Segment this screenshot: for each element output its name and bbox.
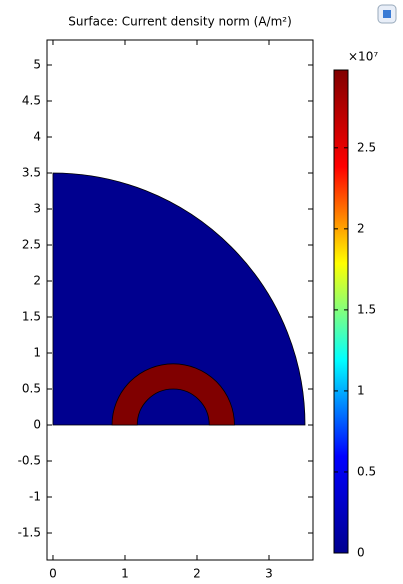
y-tick-label: 3.5 (22, 165, 41, 179)
colorbar-multiplier: ×10⁷ (348, 50, 378, 64)
y-tick-label: -1.5 (18, 525, 41, 539)
y-tick-label: -0.5 (18, 453, 41, 467)
domain (111, 363, 235, 426)
plot-frame (46, 39, 314, 561)
x-tick-label: 0 (49, 567, 57, 581)
colorbar-tick-label: 0.5 (357, 464, 376, 478)
colorbar-tick-label: 0 (357, 546, 365, 560)
y-tick-label: 2 (33, 273, 41, 287)
y-tick-label: 1.5 (22, 309, 41, 323)
colorbar-tick-label: 1 (357, 383, 365, 397)
colorbar-tick-label: 2 (357, 221, 365, 235)
y-tick-label: 0.5 (22, 381, 41, 395)
y-tick-label: 4.5 (22, 93, 41, 107)
colorbar-tick-label: 2.5 (357, 140, 376, 154)
icon-glyph (383, 10, 391, 18)
x-tick-label: 3 (265, 567, 273, 581)
colorbar-tick-label: 1.5 (357, 302, 376, 316)
y-tick-label: 0 (33, 417, 41, 431)
domain (52, 172, 306, 426)
y-tick-label: 1 (33, 345, 41, 359)
y-tick-label: 4 (33, 129, 41, 143)
x-tick-label: 2 (193, 567, 201, 581)
x-tick-label: 1 (121, 567, 129, 581)
y-tick-label: 3 (33, 201, 41, 215)
chart-title: Surface: Current density norm (A/m²) (68, 15, 292, 29)
y-tick-label: 5 (33, 57, 41, 71)
y-tick-label: 2.5 (22, 237, 41, 251)
colorbar (333, 69, 349, 554)
y-tick-label: -1 (29, 489, 41, 503)
